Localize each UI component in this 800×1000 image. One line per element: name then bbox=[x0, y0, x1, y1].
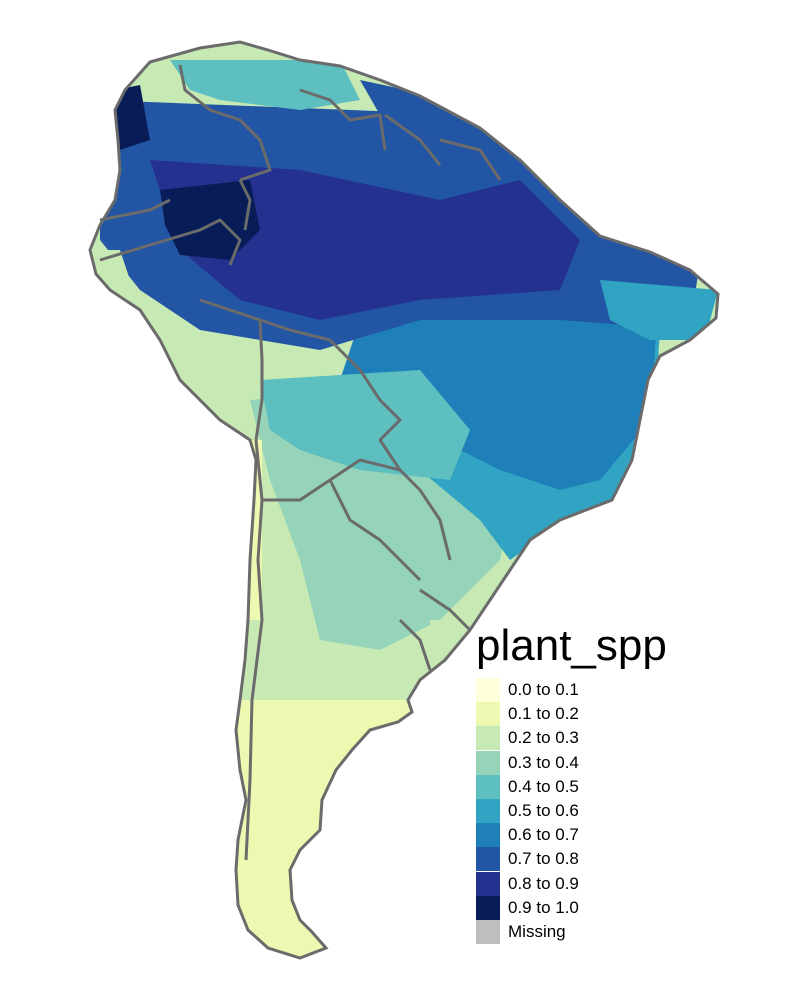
region-pacific-coast bbox=[90, 250, 140, 310]
border-bolivia-paraguay bbox=[329, 458, 452, 561]
legend-label: 0.8 to 0.9 bbox=[508, 873, 579, 893]
legend-label: 0.6 to 0.7 bbox=[508, 825, 579, 845]
region-southern-coast bbox=[430, 620, 470, 680]
legend-swatch bbox=[476, 678, 500, 703]
legend-label: 0.9 to 1.0 bbox=[508, 897, 579, 917]
legend-item: 0.9 to 1.0 bbox=[476, 895, 776, 920]
legend-label: 0.2 to 0.3 bbox=[508, 728, 579, 748]
region-amazon-high bbox=[150, 160, 580, 320]
legend-label: Missing bbox=[508, 921, 566, 941]
legend-item: 0.7 to 0.8 bbox=[476, 847, 776, 872]
border-suriname-guiana bbox=[439, 138, 502, 181]
legend-label: 0.7 to 0.8 bbox=[508, 849, 579, 869]
region-andes-north bbox=[115, 85, 150, 150]
legend-label: 0.3 to 0.4 bbox=[508, 752, 579, 772]
legend-swatch bbox=[476, 919, 500, 944]
legend-item: 0.3 to 0.4 bbox=[476, 750, 776, 775]
legend-item: 0.5 to 0.6 bbox=[476, 799, 776, 824]
border-peru-bolivia bbox=[254, 319, 264, 441]
legend-swatch bbox=[476, 871, 500, 896]
legend-item: 0.2 to 0.3 bbox=[476, 726, 776, 751]
border-venezuela-guyana bbox=[299, 88, 387, 151]
border-colombia-ecuador bbox=[99, 198, 171, 222]
border-colombia-venezuela bbox=[178, 64, 272, 182]
legend-items: 0.0 to 0.1 0.1 to 0.2 0.2 to 0.3 0.3 to 0.4… bbox=[476, 678, 776, 944]
legend-item: 0.1 to 0.2 bbox=[476, 702, 776, 727]
legend-item: 0.4 to 0.5 bbox=[476, 774, 776, 799]
region-western-amazon-peak bbox=[160, 180, 260, 260]
border-guyana-suriname bbox=[384, 113, 442, 166]
legend-label: 0.1 to 0.2 bbox=[508, 704, 579, 724]
legend-swatch bbox=[476, 847, 500, 872]
region-caribbean-coast bbox=[170, 60, 360, 110]
border-ecuador-peru bbox=[99, 218, 242, 266]
legend-label: 0.4 to 0.5 bbox=[508, 776, 579, 796]
legend-item: 0.6 to 0.7 bbox=[476, 823, 776, 848]
region-guianas bbox=[360, 80, 520, 170]
legend-label: 0.5 to 0.6 bbox=[508, 801, 579, 821]
legend-label: 0.0 to 0.1 bbox=[508, 680, 579, 700]
legend-item: Missing bbox=[476, 919, 776, 944]
legend-item: 0.0 to 0.1 bbox=[476, 678, 776, 703]
legend-swatch bbox=[476, 702, 500, 727]
border-paraguay-argentina bbox=[328, 479, 422, 582]
legend-swatch bbox=[476, 799, 500, 824]
border-peru-brazil bbox=[199, 298, 331, 342]
border-argentina-uruguay bbox=[398, 618, 432, 671]
region-central-south bbox=[260, 370, 470, 480]
border-colombia-brazil bbox=[238, 179, 252, 231]
region-brazil-core bbox=[340, 280, 660, 490]
legend: plant_spp 0.0 to 0.1 0.1 to 0.2 0.2 to 0.3… bbox=[476, 620, 776, 944]
legend-swatch bbox=[476, 823, 500, 848]
legend-item: 0.8 to 0.9 bbox=[476, 871, 776, 896]
legend-swatch bbox=[476, 895, 500, 920]
border-bolivia-brazil bbox=[328, 338, 402, 471]
border-bolivia-argentina bbox=[262, 478, 331, 502]
region-northeast-brazil bbox=[600, 280, 718, 340]
legend-title: plant_spp bbox=[476, 621, 667, 670]
legend-swatch bbox=[476, 750, 500, 775]
legend-swatch bbox=[476, 774, 500, 799]
border-uruguay-brazil bbox=[419, 588, 472, 632]
country-borders bbox=[99, 64, 502, 861]
legend-swatch bbox=[476, 726, 500, 751]
